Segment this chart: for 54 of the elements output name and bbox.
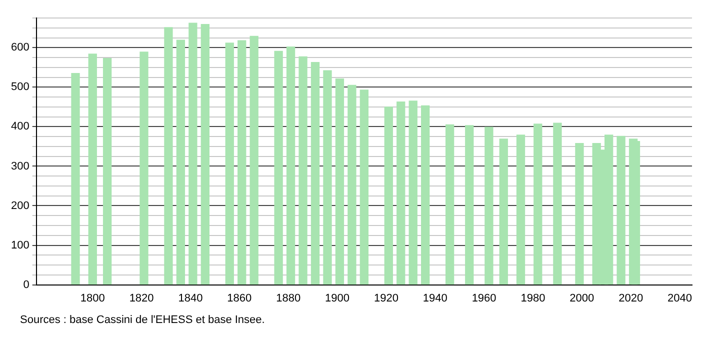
bar <box>310 62 320 285</box>
x-tick-label: 1860 <box>227 292 252 304</box>
x-tick-label: 1840 <box>178 292 203 304</box>
bar <box>616 136 626 285</box>
bar <box>250 36 258 285</box>
bar <box>88 54 97 285</box>
bar <box>176 40 186 285</box>
bar <box>225 42 234 285</box>
source-note: Sources : base Cassini de l'EHESS et base Insee. <box>20 314 266 326</box>
y-tick-label: 200 <box>10 200 30 212</box>
bar <box>499 138 508 285</box>
bar <box>102 58 112 285</box>
bar <box>274 50 283 285</box>
x-tick-label: 2040 <box>668 292 692 304</box>
x-tick-label: 1980 <box>520 292 546 304</box>
bar <box>396 101 406 285</box>
y-tick-label: 100 <box>10 239 30 252</box>
bar <box>421 105 430 285</box>
bar <box>298 56 308 285</box>
bar <box>484 126 494 285</box>
bar <box>164 27 173 285</box>
x-tick-label: 1900 <box>325 292 350 304</box>
bar <box>384 106 393 285</box>
bar <box>286 46 296 285</box>
bar <box>408 100 418 285</box>
x-tick-label: 2020 <box>618 292 644 304</box>
bar <box>71 73 80 285</box>
y-tick-label: 400 <box>10 120 30 133</box>
bar <box>188 22 198 285</box>
bar <box>534 124 542 285</box>
y-tick-label: 0 <box>23 278 30 291</box>
bar <box>360 90 369 285</box>
x-tick-label: 1960 <box>472 292 496 304</box>
x-tick-label: 1820 <box>129 292 154 304</box>
bar <box>516 134 526 285</box>
y-tick-label: 300 <box>10 160 30 172</box>
y-tick-label: 500 <box>10 81 30 94</box>
x-tick-label: 1880 <box>276 292 301 304</box>
x-tick-label: 2000 <box>570 292 594 304</box>
bar <box>348 84 356 285</box>
bar <box>323 70 332 285</box>
x-tick-label: 1800 <box>80 292 105 304</box>
bar <box>140 52 148 285</box>
bar <box>575 142 584 285</box>
x-tick-label: 1940 <box>422 292 448 304</box>
bar <box>465 125 474 285</box>
bar <box>553 122 562 285</box>
bar <box>335 78 344 285</box>
bar <box>238 40 246 285</box>
x-tick-label: 1920 <box>374 292 398 304</box>
bar <box>445 124 454 285</box>
bar <box>200 24 210 285</box>
bar <box>628 138 638 285</box>
y-tick-label: 600 <box>10 42 30 54</box>
